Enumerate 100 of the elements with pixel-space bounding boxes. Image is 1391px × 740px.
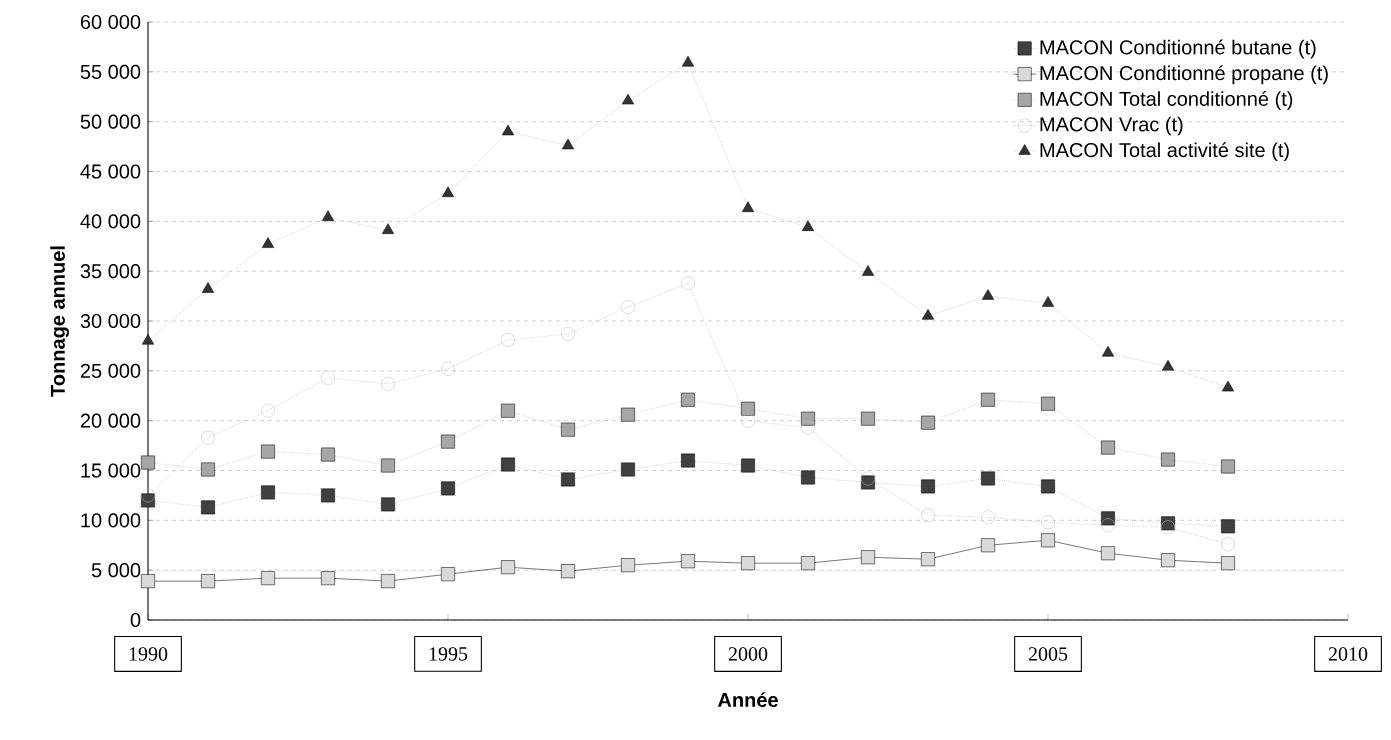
point — [1221, 537, 1235, 552]
point — [381, 497, 395, 512]
point — [1101, 440, 1115, 455]
y-tick-label: 10 000 — [81, 513, 141, 528]
point — [1041, 396, 1055, 411]
y-tick-label: 55 000 — [80, 64, 141, 79]
point — [1221, 459, 1235, 474]
point — [861, 550, 875, 565]
point — [501, 403, 515, 418]
point — [561, 564, 575, 579]
point — [321, 447, 335, 462]
point — [1221, 519, 1235, 534]
point — [681, 392, 695, 407]
point — [1221, 556, 1235, 571]
point — [201, 462, 215, 477]
point — [201, 430, 215, 445]
y-tick-label: 35 000 — [80, 264, 141, 279]
point — [561, 472, 575, 487]
point — [741, 201, 755, 212]
point — [1161, 553, 1175, 568]
legend-label: MACON Conditionné butane (t) — [1040, 39, 1316, 59]
point — [561, 422, 575, 437]
x-tick-label: 1995 — [429, 647, 468, 661]
legend-label: MACON Total conditionné (t) — [1040, 91, 1293, 110]
x-tick-label: 1990 — [129, 647, 168, 661]
point — [861, 471, 875, 486]
y-tick-label: 40 000 — [80, 214, 141, 229]
point — [921, 479, 935, 494]
point — [501, 124, 515, 136]
y-axis-title: Tonnage annuel — [50, 246, 69, 397]
point — [261, 444, 275, 459]
point — [1161, 520, 1175, 535]
point — [801, 220, 815, 231]
y-tick-label: 60 000 — [80, 14, 141, 30]
point — [321, 370, 335, 385]
point — [1161, 452, 1175, 467]
point — [681, 554, 695, 569]
point — [381, 223, 395, 234]
point — [801, 556, 815, 571]
point — [741, 458, 755, 473]
point — [141, 334, 155, 345]
y-tick-label: 5 000 — [91, 563, 141, 578]
point — [621, 407, 635, 422]
point — [441, 481, 455, 496]
point — [621, 300, 635, 314]
point — [141, 574, 155, 589]
point — [381, 574, 395, 589]
point — [501, 333, 515, 347]
y-tick-label: 30 000 — [80, 313, 141, 329]
legend-label: MACON Vrac (t) — [1040, 116, 1183, 136]
point — [141, 455, 155, 470]
legend-label: MACON Total activité site (t) — [1040, 142, 1289, 162]
point — [1221, 380, 1235, 392]
point — [261, 571, 275, 586]
point — [681, 453, 695, 468]
point — [441, 567, 455, 582]
point — [561, 327, 575, 341]
point — [921, 552, 935, 567]
point — [921, 508, 935, 523]
point — [621, 558, 635, 573]
point — [561, 138, 575, 150]
point — [861, 411, 875, 426]
point — [981, 392, 995, 407]
point — [201, 500, 215, 515]
point — [441, 361, 455, 376]
point — [741, 413, 755, 428]
point — [501, 560, 515, 575]
y-tick-label: 25 000 — [80, 363, 141, 378]
point — [321, 210, 335, 221]
y-tick-label: 50 000 — [80, 114, 141, 129]
point — [501, 457, 515, 472]
point — [261, 403, 275, 418]
point — [801, 470, 815, 485]
x-tick-label: 2010 — [1328, 647, 1368, 661]
point — [321, 488, 335, 503]
point — [141, 488, 155, 503]
point — [921, 415, 935, 430]
point — [1101, 546, 1115, 561]
point — [261, 485, 275, 500]
point — [381, 458, 395, 473]
point — [1041, 479, 1055, 494]
point — [1101, 518, 1115, 533]
point — [681, 55, 695, 67]
point — [1161, 359, 1175, 371]
point — [621, 93, 635, 105]
y-tick-label: 15 000 — [81, 463, 141, 478]
point — [921, 309, 935, 320]
point — [981, 538, 995, 553]
x-axis-title: Année — [717, 692, 778, 708]
point — [1041, 296, 1055, 307]
point — [681, 276, 695, 291]
y-tick-label: 20 000 — [80, 413, 141, 428]
y-tick-label: 0 — [130, 612, 141, 628]
point — [441, 186, 455, 198]
point — [201, 282, 215, 293]
x-tick-label: 2000 — [728, 647, 768, 661]
point — [261, 237, 275, 248]
legend-label: MACON Conditionné propane (t) — [1040, 65, 1328, 85]
y-tick-label: 45 000 — [80, 164, 141, 179]
point — [321, 571, 335, 586]
